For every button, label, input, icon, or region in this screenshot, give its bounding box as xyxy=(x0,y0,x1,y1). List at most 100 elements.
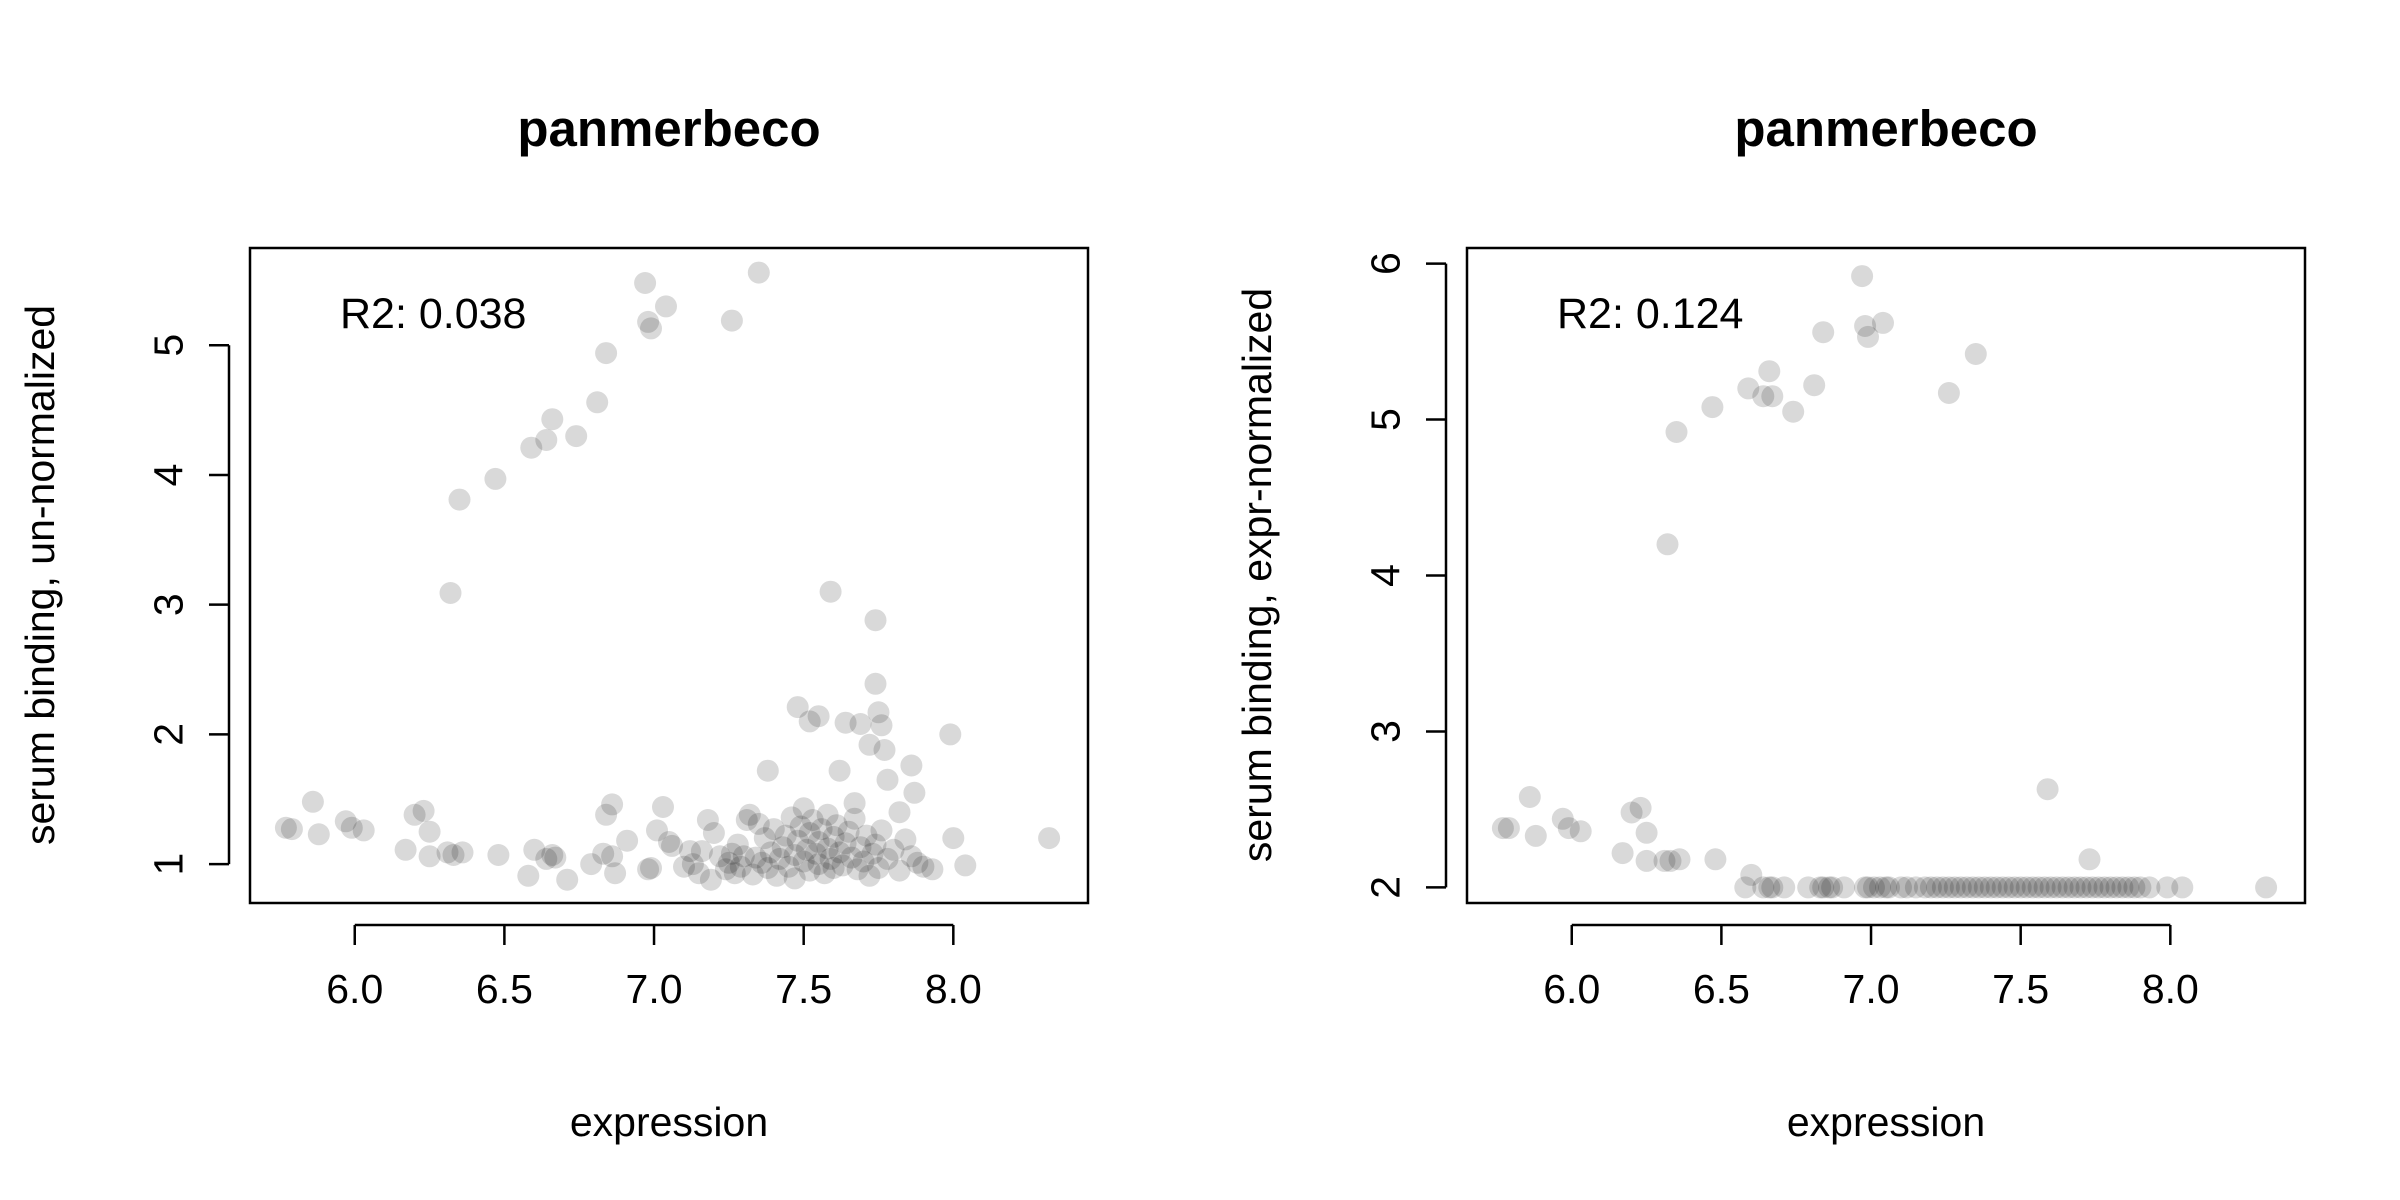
data-point xyxy=(858,733,881,756)
data-point xyxy=(882,838,905,861)
data-point xyxy=(661,834,683,857)
x-tick-label: 7.5 xyxy=(775,966,832,1012)
data-point xyxy=(783,844,806,866)
data-point xyxy=(280,818,303,841)
data-point xyxy=(2255,876,2278,899)
data-point xyxy=(2099,876,2122,899)
data-point xyxy=(786,829,809,852)
data-point xyxy=(2171,876,2194,899)
data-point xyxy=(708,845,731,868)
data-point xyxy=(1668,848,1691,871)
y-tick-label: 2 xyxy=(1362,876,1408,899)
data-point xyxy=(1991,876,2014,899)
data-point xyxy=(807,705,830,728)
data-point xyxy=(541,844,564,866)
data-point xyxy=(747,261,770,284)
data-point xyxy=(852,850,875,873)
data-point xyxy=(541,408,564,431)
data-point xyxy=(340,816,363,839)
x-tick-label: 6.5 xyxy=(1693,966,1750,1012)
data-point xyxy=(2129,876,2152,899)
data-point xyxy=(822,857,845,879)
data-point xyxy=(789,815,812,838)
data-point xyxy=(1812,876,1835,899)
x-tick-label: 6.5 xyxy=(476,966,533,1012)
data-point xyxy=(1875,876,1897,899)
data-point xyxy=(2138,876,2161,899)
y-tick-label: 1 xyxy=(145,853,191,876)
chart-title: panmerbeco xyxy=(517,100,820,157)
data-point xyxy=(1961,876,1984,899)
data-point xyxy=(2009,876,2032,899)
data-point xyxy=(804,842,827,865)
data-point xyxy=(786,696,809,719)
y-axis-label: serum binding, expr-normalized xyxy=(1234,288,1280,862)
data-point xyxy=(2123,876,2146,899)
data-point xyxy=(1752,876,1775,899)
data-point xyxy=(655,295,677,318)
data-point xyxy=(2039,876,2062,899)
scatter-points xyxy=(274,261,1061,891)
data-point xyxy=(834,832,857,855)
data-point xyxy=(1896,876,1918,899)
data-point xyxy=(1734,876,1757,899)
data-point xyxy=(912,855,935,878)
data-point xyxy=(696,809,719,831)
data-point xyxy=(451,841,474,864)
data-point xyxy=(673,855,695,878)
data-point xyxy=(2078,848,2101,871)
data-point xyxy=(436,841,459,864)
data-point xyxy=(2069,876,2092,899)
data-point xyxy=(1869,876,1891,899)
data-point xyxy=(792,797,815,820)
data-point xyxy=(1857,876,1879,899)
x-tick-label: 6.0 xyxy=(1543,966,1600,1012)
data-point xyxy=(699,868,722,891)
data-point xyxy=(2033,876,2056,899)
data-point xyxy=(735,809,758,831)
data-point xyxy=(2003,876,2026,899)
data-point xyxy=(720,842,743,865)
data-point xyxy=(487,844,510,866)
data-point xyxy=(640,317,662,340)
data-point xyxy=(1931,876,1954,899)
data-point xyxy=(1761,876,1784,899)
data-point xyxy=(403,803,426,826)
data-point xyxy=(1797,876,1820,899)
data-point xyxy=(702,822,725,844)
y-axis: 1 2 3 4 5 xyxy=(145,334,231,876)
data-point xyxy=(2105,876,2128,899)
data-point xyxy=(771,836,794,859)
data-point xyxy=(750,851,773,874)
data-point xyxy=(1653,849,1676,872)
data-point xyxy=(864,672,887,695)
data-point xyxy=(1878,876,1900,899)
data-point xyxy=(867,701,890,724)
data-point xyxy=(726,833,749,856)
data-point xyxy=(1569,820,1592,843)
data-point xyxy=(1524,824,1547,847)
y-tick-label: 2 xyxy=(145,723,191,746)
data-point xyxy=(352,819,375,842)
data-point xyxy=(535,429,558,451)
data-point xyxy=(864,609,887,632)
data-point xyxy=(864,833,887,856)
data-point xyxy=(840,846,863,869)
data-point xyxy=(723,862,746,885)
data-point xyxy=(798,710,821,733)
data-point xyxy=(2093,876,2116,899)
data-point xyxy=(849,836,872,859)
data-point xyxy=(1737,377,1760,400)
data-point xyxy=(819,580,842,603)
data-point xyxy=(418,845,441,868)
y-tick-label: 5 xyxy=(145,334,191,357)
data-point xyxy=(1740,863,1763,886)
data-point xyxy=(448,488,471,511)
data-point xyxy=(1491,817,1514,840)
y-tick-label: 4 xyxy=(145,464,191,487)
data-point xyxy=(1949,876,1972,899)
data-point xyxy=(601,845,624,868)
data-point xyxy=(580,853,603,876)
data-point xyxy=(1925,876,1948,899)
